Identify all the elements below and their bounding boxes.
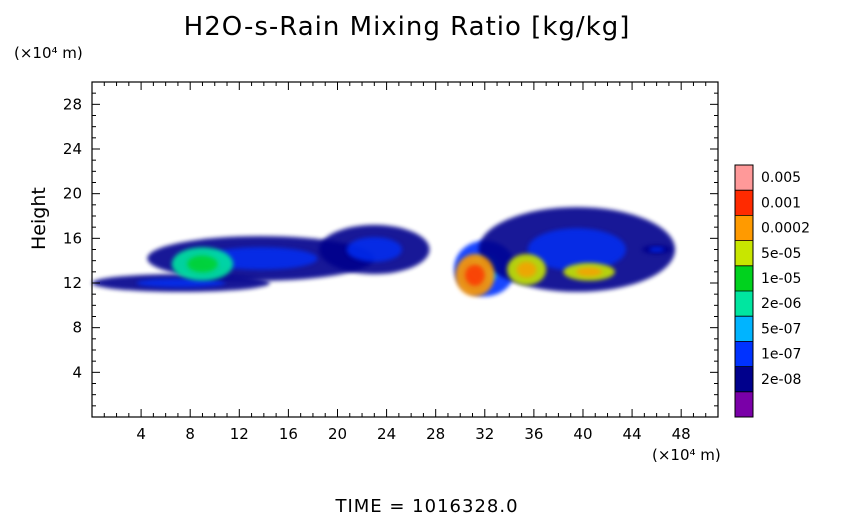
data-region-core-6 xyxy=(187,255,218,273)
colorbar-swatch xyxy=(735,341,753,367)
data-region-core-7 xyxy=(465,264,485,286)
colorbar-swatch xyxy=(735,215,753,241)
colorbar-label: 5e-07 xyxy=(761,321,801,337)
data-region-core-1 xyxy=(136,278,226,288)
x-tick-label: 48 xyxy=(672,425,691,443)
colorbar-label: 2e-08 xyxy=(761,372,801,388)
y-tick-label: 28 xyxy=(63,95,82,113)
colorbar-label: 0.005 xyxy=(761,170,801,186)
chart-title: H2O-s-Rain Mixing Ratio [kg/kg] xyxy=(183,12,631,42)
plot-data xyxy=(91,207,676,297)
colorbar-swatch xyxy=(735,316,753,342)
colorbar-swatch xyxy=(735,366,753,392)
x-tick-label: 40 xyxy=(573,425,592,443)
x-tick-label: 12 xyxy=(230,425,249,443)
x-tick-label: 28 xyxy=(426,425,445,443)
y-tick-label: 20 xyxy=(63,185,82,203)
colorbar-swatch xyxy=(735,190,753,216)
data-region-core-10 xyxy=(649,247,664,252)
colorbar-swatch xyxy=(735,291,753,317)
colorbar: 0.005 0.001 0.0002 5e-05 1e-05 2e-06 5e-07 1e-0… xyxy=(734,164,810,418)
y-tick-label: 24 xyxy=(63,140,82,158)
x-tick-label: 32 xyxy=(475,425,494,443)
data-region-core-5 xyxy=(527,228,626,271)
y-axis-unit: (×10⁴ m) xyxy=(14,44,83,62)
x-tick-label: 16 xyxy=(279,425,298,443)
y-tick-label: 12 xyxy=(63,274,82,292)
colorbar-label: 0.0002 xyxy=(761,221,810,237)
x-tick-label: 24 xyxy=(377,425,396,443)
time-label: TIME = 1016328.0 xyxy=(335,496,519,517)
x-axis-unit: (×10⁴ m) xyxy=(652,446,721,464)
data-region-core-9 xyxy=(576,267,603,277)
colorbar-label: 1e-07 xyxy=(761,347,801,363)
colorbar-label: 0.001 xyxy=(761,195,801,211)
y-tick-label: 8 xyxy=(72,319,82,337)
colorbar-swatch xyxy=(735,391,753,417)
colorbar-swatch xyxy=(735,240,753,266)
x-tick-label: 20 xyxy=(328,425,347,443)
data-region-core-8 xyxy=(516,261,537,278)
y-tick-label: 16 xyxy=(63,229,82,247)
x-tick-label: 4 xyxy=(136,425,146,443)
colorbar-label: 5e-05 xyxy=(761,246,801,262)
colorbar-label: 1e-05 xyxy=(761,271,801,287)
data-region-core-3 xyxy=(346,237,402,262)
colorbar-label: 2e-06 xyxy=(761,296,801,312)
x-tick-label: 44 xyxy=(623,425,642,443)
x-tick-label: 8 xyxy=(185,425,195,443)
x-tick-label: 36 xyxy=(524,425,543,443)
colorbar-swatch xyxy=(735,265,753,291)
colorbar-swatch xyxy=(735,165,753,191)
y-tick-label: 4 xyxy=(72,363,82,381)
